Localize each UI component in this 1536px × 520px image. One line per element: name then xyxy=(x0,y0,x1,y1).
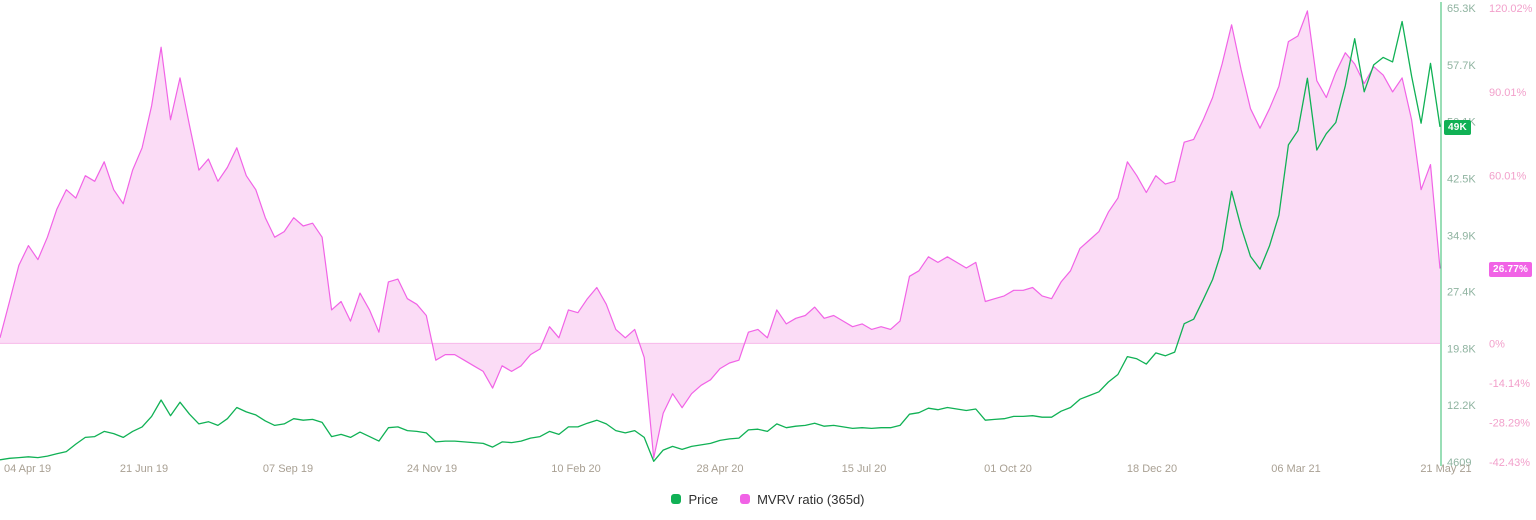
percent-axis-tick: 0% xyxy=(1489,338,1505,350)
x-axis-tick: 24 Nov 19 xyxy=(407,463,457,475)
mvrv-line xyxy=(0,10,1441,459)
percent-axis-tick: -14.14% xyxy=(1489,378,1530,390)
price-series-swatch-icon xyxy=(671,494,682,504)
legend-item-price[interactable]: Price xyxy=(671,492,718,507)
x-axis-tick: 28 Apr 20 xyxy=(696,463,743,475)
percent-axis-tick: 120.02% xyxy=(1489,3,1533,15)
mvrv-current-badge: 26.77% xyxy=(1489,261,1533,277)
price-axis-tick: 65.3K xyxy=(1447,3,1476,15)
price-current-badge: 49K xyxy=(1444,119,1471,135)
x-axis-tick: 07 Sep 19 xyxy=(263,463,313,475)
price-axis-tick: 34.9K xyxy=(1447,230,1476,242)
mvrv-series-swatch-icon xyxy=(740,494,751,504)
legend: Price MVRV ratio (365d) xyxy=(0,478,1536,520)
legend-item-mvrv[interactable]: MVRV ratio (365d) xyxy=(740,491,865,507)
price-axis-tick: 19.8K xyxy=(1447,343,1476,355)
price-axis-tick: 4609 xyxy=(1447,457,1471,469)
x-axis-tick: 21 Jun 19 xyxy=(120,463,168,475)
x-axis-tick: 15 Jul 20 xyxy=(842,463,887,475)
x-axis-tick: 21 May 21 xyxy=(1420,463,1471,475)
percent-axis-tick: 90.01% xyxy=(1489,87,1527,99)
x-axis-tick: 01 Oct 20 xyxy=(984,463,1032,475)
x-axis-tick: 06 Mar 21 xyxy=(1271,463,1321,475)
chart-area[interactable]: 65.3K57.7K50.1K42.5K34.9K27.4K19.8K12.2K… xyxy=(0,0,1536,478)
percent-axis-tick: 60.01% xyxy=(1489,171,1527,183)
x-axis-tick: 04 Apr 19 xyxy=(4,463,51,475)
legend-label-mvrv: MVRV ratio (365d) xyxy=(757,491,865,507)
price-axis-tick: 27.4K xyxy=(1447,287,1476,299)
chart-canvas: 65.3K57.7K50.1K42.5K34.9K27.4K19.8K12.2K… xyxy=(0,2,1533,475)
x-axis-tick: 18 Dec 20 xyxy=(1127,463,1177,475)
x-axis-tick: 10 Feb 20 xyxy=(551,463,601,475)
price-axis-tick: 12.2K xyxy=(1447,400,1476,412)
price-axis-tick: 42.5K xyxy=(1447,174,1476,186)
price-axis-tick: 57.7K xyxy=(1447,60,1476,72)
price-line xyxy=(0,20,1441,462)
legend-label-price: Price xyxy=(688,491,719,507)
percent-axis-tick: -42.43% xyxy=(1489,457,1530,469)
percent-axis-tick: -28.29% xyxy=(1489,417,1530,429)
